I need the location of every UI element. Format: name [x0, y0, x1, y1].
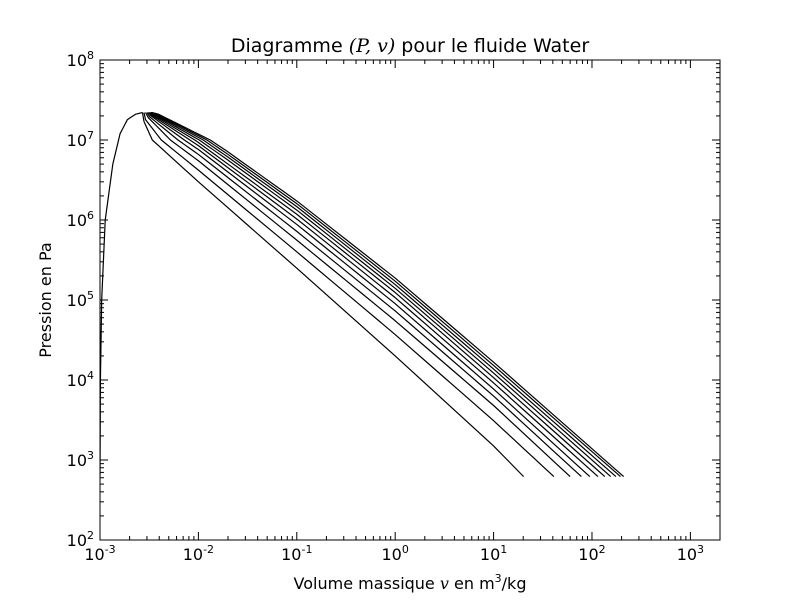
- chart-title: Diagramme (P, v) pour le fluide Water: [231, 35, 589, 57]
- isotherm-curve-7: [149, 112, 606, 478]
- x-tick-label: 103: [677, 543, 704, 564]
- isotherm-curve-9: [150, 111, 617, 478]
- series-layer: [100, 111, 625, 478]
- isotherm-curve-11: [152, 111, 625, 478]
- x-tick-label: 101: [480, 543, 507, 564]
- isotherm-curve-8: [149, 111, 612, 478]
- y-tick-label: 108: [67, 49, 94, 70]
- isotherm-curve-3: [144, 112, 571, 478]
- saturation-liquid-curve: [100, 111, 143, 477]
- x-tick-label: 10-2: [183, 543, 214, 564]
- x-tick-label: 100: [382, 543, 409, 564]
- y-tick-label: 107: [67, 129, 94, 150]
- isotherm-curve-10: [150, 111, 621, 478]
- y-tick-label: 105: [67, 289, 94, 310]
- y-tick-label: 106: [67, 209, 94, 230]
- isotherm-curve-6: [147, 112, 599, 478]
- ticks-layer: 10-3 10-2 10-1 100 101 102 103 102 103 104 105 106 1…: [67, 49, 720, 564]
- y-axis-label: Pression en Pa: [36, 242, 55, 357]
- isotherm-curve-5: [147, 112, 591, 478]
- y-tick-label: 103: [67, 449, 94, 470]
- x-tick-label: 10-1: [281, 543, 312, 564]
- x-tick-label: 10-3: [84, 543, 115, 564]
- plot-frame: [99, 59, 721, 541]
- x-axis-label: Volume massique v en m3/kg: [294, 572, 527, 593]
- isotherm-curve-4: [146, 112, 582, 478]
- y-tick-label: 102: [67, 529, 94, 550]
- x-tick-label: 102: [578, 543, 605, 564]
- isotherm-curve-2: [143, 112, 555, 478]
- isotherm-curve-1: [141, 112, 525, 478]
- y-tick-label: 104: [67, 369, 94, 390]
